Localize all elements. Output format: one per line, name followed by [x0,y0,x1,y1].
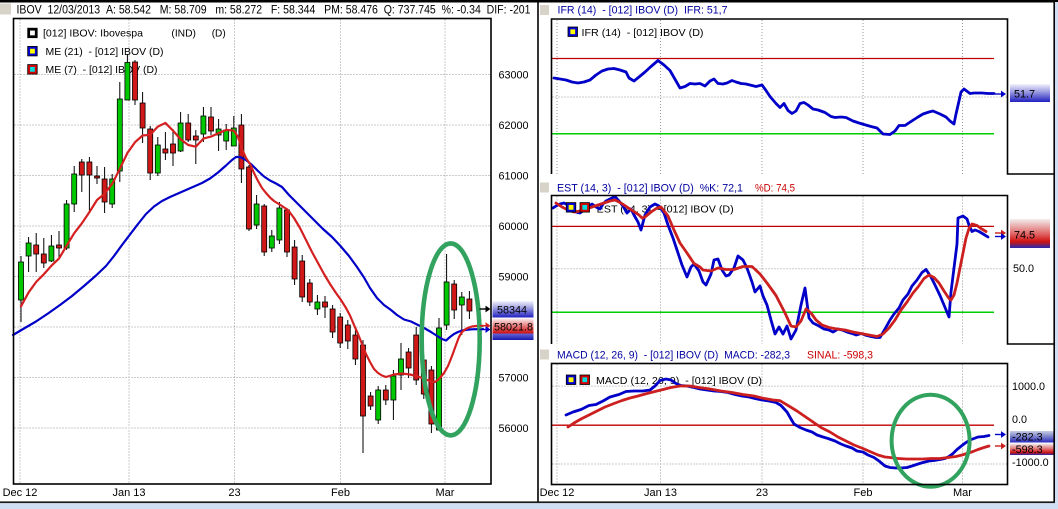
svg-text:-282.3: -282.3 [1012,432,1043,444]
svg-text:Jan 13: Jan 13 [644,487,677,499]
svg-text:IFR (14) - [012] IBOV (D) IF: IFR (14) - [012] IBOV (D) IFR: 51,7 [558,5,728,17]
svg-text:63000: 63000 [499,69,529,81]
svg-text:61000: 61000 [499,170,529,182]
svg-text:62000: 62000 [499,120,529,132]
svg-text:Dec 12: Dec 12 [540,487,575,499]
svg-text:MACD (12, 26, 9) - [012] IBOV: MACD (12, 26, 9) - [012] IBOV (D) [596,375,762,387]
svg-text:58021.8: 58021.8 [494,322,533,334]
svg-text:0.0: 0.0 [1012,414,1027,426]
svg-text:50.0: 50.0 [1013,263,1034,275]
svg-text:Mar: Mar [436,487,455,499]
svg-text:Jan 13: Jan 13 [112,487,145,499]
svg-text:-598.3: -598.3 [1012,444,1043,456]
svg-text:Feb: Feb [854,487,873,499]
svg-text:60000: 60000 [499,221,529,233]
svg-text:Feb: Feb [331,487,350,499]
svg-text:23: 23 [756,487,768,499]
svg-text:Dec 12: Dec 12 [3,487,38,499]
svg-text:IFR (14) - [012] IBOV (D): IFR (14) - [012] IBOV (D) [582,27,704,39]
svg-text:58344: 58344 [497,305,527,317]
svg-text:(IND): (IND) [171,28,196,40]
svg-text:Mar: Mar [953,487,972,499]
svg-text:ME (21) - [012] IBOV (D): ME (21) - [012] IBOV (D) [46,46,164,58]
svg-text:(D): (D) [212,28,226,40]
svg-text:EST (14, 3) - [012] IBOV (D): EST (14, 3) - [012] IBOV (D) [597,204,734,216]
svg-text:-1000.0: -1000.0 [1012,457,1049,469]
svg-text:%D: 74,5: %D: 74,5 [755,183,795,195]
svg-text:MACD (12, 26, 9) - [012] IBOV: MACD (12, 26, 9) - [012] IBOV (D) MACD: … [557,350,790,362]
svg-text:IBOV 12/03/2013 A: 58.542: IBOV 12/03/2013 A: 58.542 M: 58.709 m: 5… [17,5,531,17]
svg-text:74.5: 74.5 [1014,230,1035,242]
svg-text:57000: 57000 [499,372,529,384]
svg-text:51.7: 51.7 [1014,89,1035,101]
svg-text:59000: 59000 [499,271,529,283]
svg-text:ME (7) - [012] IBOV (D): ME (7) - [012] IBOV (D) [46,64,158,76]
svg-text:SINAL: -598,3: SINAL: -598,3 [807,350,873,362]
svg-text:[012] IBOV: Ibovespa: [012] IBOV: Ibovespa [43,28,143,40]
svg-text:EST (14, 3) - [012] IBOV (D): EST (14, 3) - [012] IBOV (D) %K: 72,1 [557,183,743,195]
svg-text:56000: 56000 [499,423,529,435]
svg-text:1000.0: 1000.0 [1012,381,1045,393]
svg-text:23: 23 [228,487,240,499]
